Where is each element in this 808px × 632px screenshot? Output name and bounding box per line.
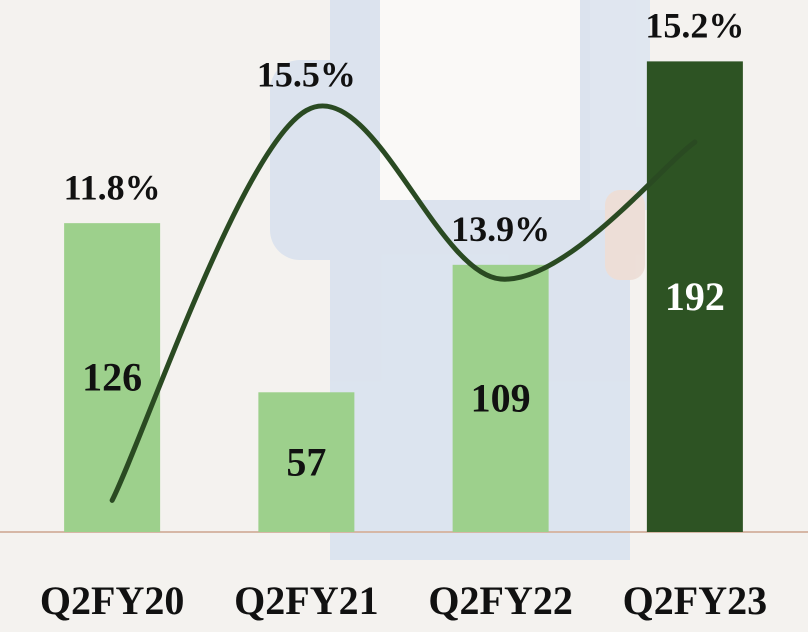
bar-value-label: 192 <box>665 274 725 319</box>
bar-value-label: 126 <box>82 355 142 400</box>
chart: 126 57 109 192 11.8% 15.5% 13.9% 15.2% Q2FY20 Q2F… <box>0 0 808 632</box>
percent-label: 15.5% <box>257 55 356 95</box>
percent-label: 13.9% <box>451 209 550 249</box>
x-tick-label: Q2FY23 <box>623 578 767 623</box>
percent-label: 15.2% <box>645 6 744 46</box>
bar-value-label: 109 <box>471 376 531 421</box>
bar-value-label: 57 <box>286 439 326 484</box>
percent-label: 11.8% <box>64 167 161 207</box>
x-tick-label: Q2FY22 <box>428 578 572 623</box>
x-tick-label: Q2FY21 <box>234 578 378 623</box>
x-tick-label: Q2FY20 <box>40 578 184 623</box>
